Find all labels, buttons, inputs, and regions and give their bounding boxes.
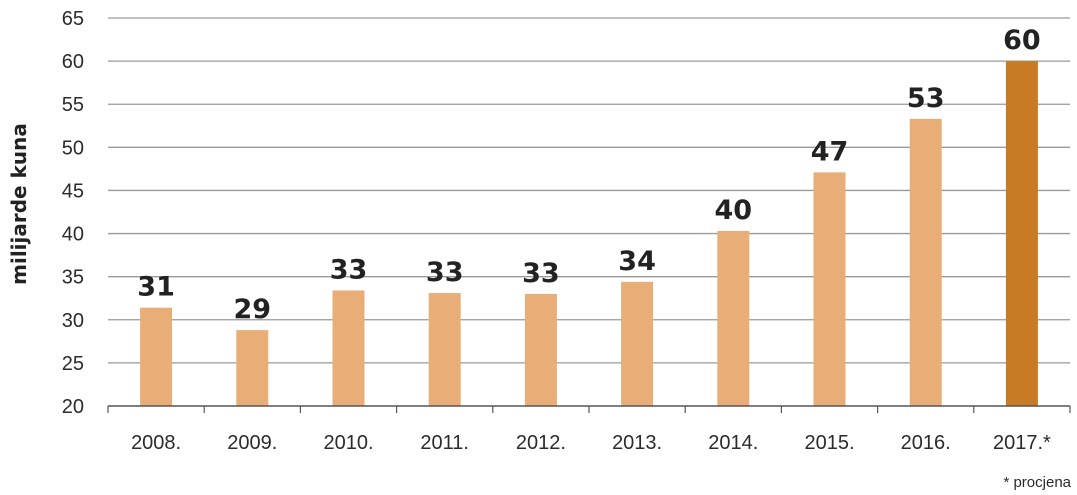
y-tick-label: 45 — [62, 180, 84, 202]
bar — [717, 230, 750, 406]
data-label: 29 — [234, 294, 272, 325]
data-label: 40 — [715, 195, 753, 226]
y-tick-label: 55 — [62, 94, 84, 116]
x-tick-label: 2010. — [323, 432, 373, 454]
x-tick-label: 2014. — [708, 432, 758, 454]
x-tick-label: 2015. — [804, 432, 854, 454]
bar — [140, 307, 173, 406]
y-tick-label: 25 — [62, 353, 84, 375]
x-tick-label: 2009. — [227, 432, 277, 454]
data-label: 33 — [330, 254, 368, 285]
bar — [621, 281, 654, 406]
bar — [1005, 61, 1038, 406]
y-tick-label: 50 — [62, 137, 84, 159]
y-axis-ticks: 20 25 30 35 40 45 50 55 60 65 — [62, 8, 84, 418]
data-label: 31 — [137, 272, 175, 303]
data-label: 33 — [426, 257, 464, 288]
gridlines — [108, 17, 1070, 364]
y-tick-label: 60 — [62, 51, 84, 73]
bar — [236, 330, 269, 406]
x-tick-label: 2011. — [420, 432, 469, 454]
data-label: 34 — [618, 246, 656, 277]
y-axis-label: milijarde kuna — [7, 123, 31, 285]
data-labels: 31 29 33 33 33 34 40 47 53 60 — [137, 25, 1040, 325]
y-tick-label: 65 — [62, 8, 84, 30]
bar — [813, 172, 846, 406]
data-label: 53 — [907, 83, 945, 114]
x-axis — [107, 405, 1071, 413]
x-tick-label: 2012. — [516, 432, 566, 454]
data-label: 47 — [811, 136, 849, 167]
y-tick-label: 35 — [62, 267, 84, 289]
data-label: 60 — [1003, 25, 1041, 56]
y-tick-label: 20 — [62, 396, 84, 418]
x-tick-label: 2016. — [901, 432, 951, 454]
data-label: 33 — [522, 258, 560, 289]
x-tick-label: 2008. — [131, 432, 181, 454]
footnote: * procjena — [1003, 474, 1071, 491]
x-tick-label: 2013. — [612, 432, 662, 454]
bar — [428, 293, 461, 406]
x-axis-ticks: 2008. 2009. 2010. 2011. 2012. 2013. 2014. 2015.… — [131, 432, 1051, 454]
bar — [524, 293, 557, 406]
y-tick-label: 40 — [62, 224, 84, 246]
bar — [909, 118, 942, 406]
bar — [332, 290, 365, 406]
x-tick-label: 2017.* — [993, 432, 1051, 454]
y-tick-label: 30 — [62, 310, 84, 332]
bars — [140, 61, 1038, 406]
